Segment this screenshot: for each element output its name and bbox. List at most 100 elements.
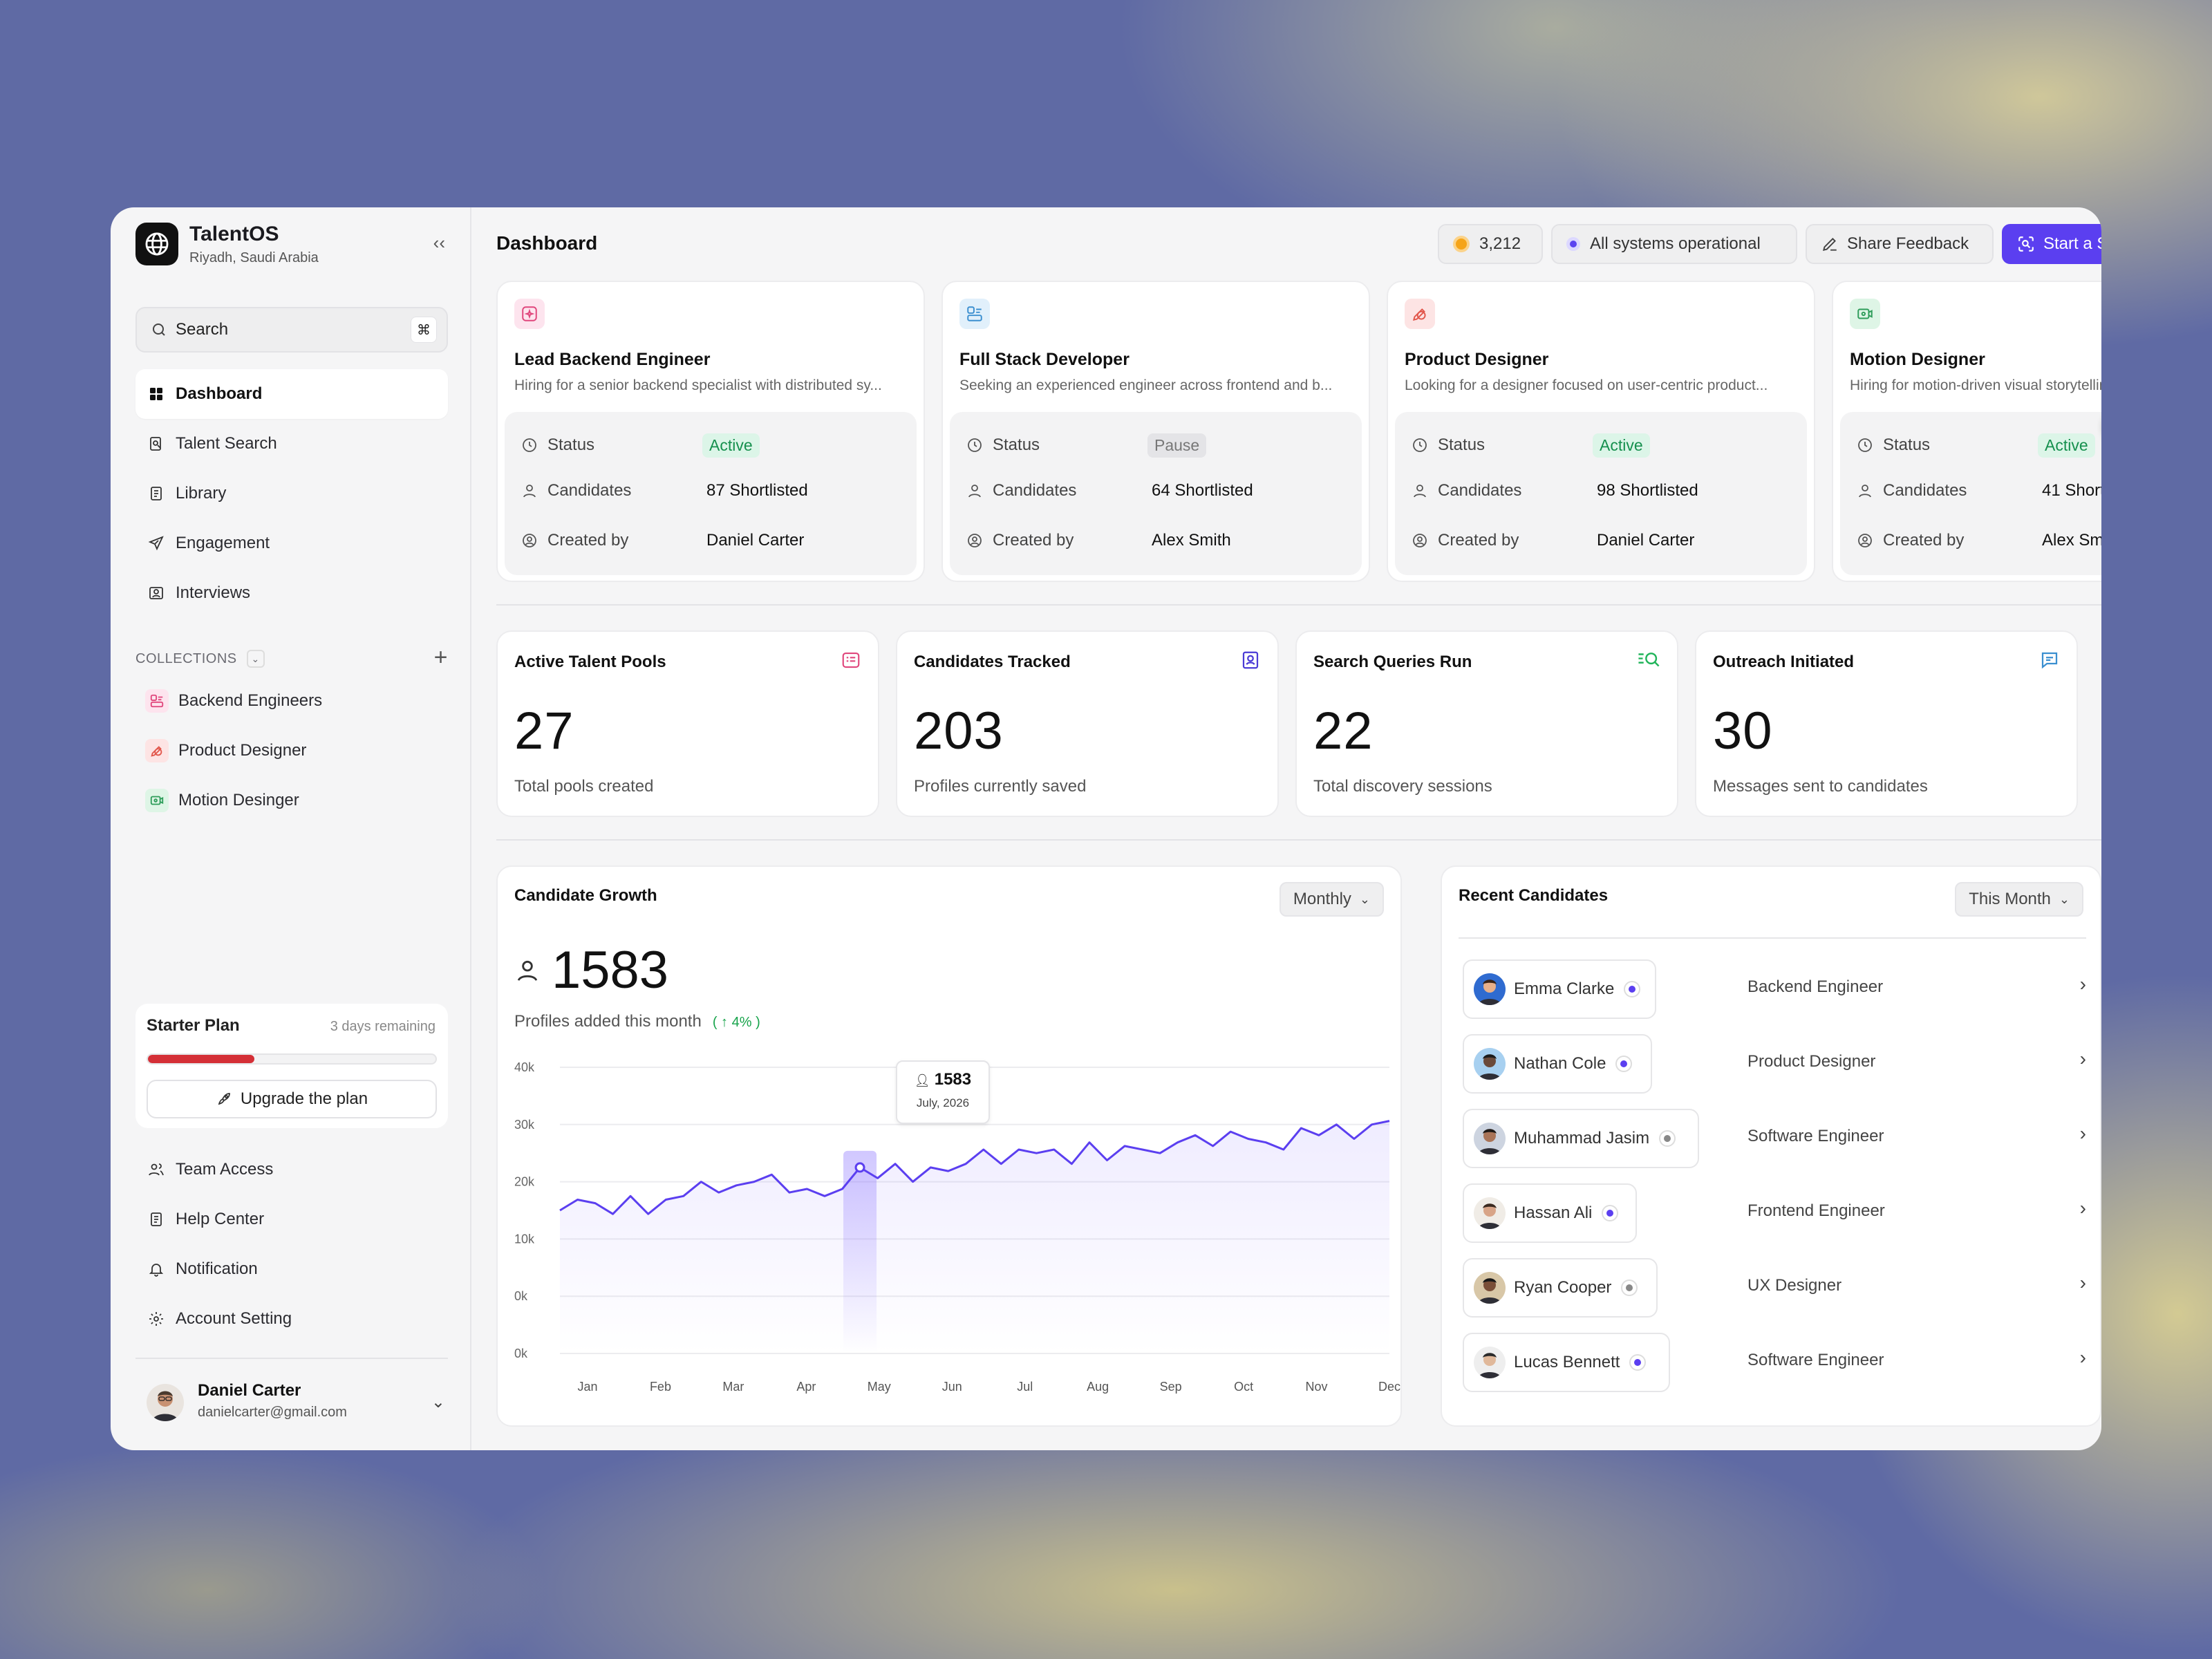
y-tick-label: 0k [514,1289,528,1303]
chevron-right-icon[interactable]: › [2079,1347,2086,1368]
chevron-right-icon[interactable]: › [2079,973,2086,995]
nav-engagement[interactable]: Engagement [135,518,448,568]
chevron-down-icon: ⌄ [2059,892,2070,906]
candidate-row[interactable]: Ryan Cooper UX Designer › [1442,1258,2101,1318]
stat-value: 203 [914,702,1004,760]
stat-title: Candidates Tracked [914,653,1071,671]
nav-dashboard[interactable]: Dashboard [135,369,448,419]
job-title: Full Stack Developer [959,350,1130,369]
nav-interviews[interactable]: Interviews [135,568,448,618]
chevron-right-icon[interactable]: › [2079,1048,2086,1069]
credits-badge[interactable]: 3,212 [1438,224,1543,264]
candidate-chip[interactable]: Ryan Cooper [1463,1258,1658,1318]
gear-icon [149,1312,163,1326]
candidate-row[interactable]: Nathan Cole Product Designer › [1442,1034,2101,1094]
collection-backend-engineers[interactable]: Backend Engineers [145,682,322,720]
brand[interactable]: TalentOS Riyadh, Saudi Arabia [135,223,319,265]
search-input[interactable]: Search ⌘ [135,307,448,353]
candidate-row[interactable]: Hassan Ali Frontend Engineer › [1442,1183,2101,1243]
person-icon: 👤︎ [914,1074,930,1087]
chevron-down-icon[interactable]: ⌄ [431,1393,445,1412]
chevron-down-icon[interactable]: ⌄ [246,650,265,668]
nav-team-access[interactable]: Team Access [135,1145,448,1194]
share-feedback-button[interactable]: Share Feedback [1806,224,1994,264]
candidate-name: Ryan Cooper [1514,1278,1612,1297]
chevron-right-icon[interactable]: › [2079,1197,2086,1219]
highlight-point[interactable] [854,1162,865,1173]
x-tick-label: Dec [1378,1380,1400,1394]
avatar [1474,1048,1506,1080]
candidate-name: Emma Clarke [1514,980,1615,998]
candidate-row[interactable]: Emma Clarke Backend Engineer › [1442,959,2101,1019]
status-label: Status [993,435,1040,454]
job-details: Status Pause Candidates 64 Shortlisted Cre… [950,412,1362,575]
person-icon [523,485,536,498]
candidates-row: Candidates 64 Shortlisted [966,477,1353,505]
candidates-row: Candidates 41 Shortlisted [1857,477,2101,505]
credits-value: 3,212 [1479,234,1521,253]
system-status[interactable]: All systems operational [1551,224,1797,264]
status-row: Status Active [1857,431,2101,459]
candidate-role: Frontend Engineer [1747,1201,1885,1220]
job-card[interactable]: Product Designer Looking for a designer … [1387,281,1815,582]
card-title: Candidate Growth [514,886,657,905]
created-label: Created by [1883,531,1965,550]
created-label: Created by [547,531,629,550]
nav-account-setting[interactable]: Account Setting [135,1294,448,1344]
upgrade-plan-button[interactable]: Upgrade the plan [147,1080,437,1118]
candidate-row[interactable]: Lucas Bennett Software Engineer › [1442,1333,2101,1392]
job-card[interactable]: Motion Designer Hiring for motion-driven… [1832,281,2101,582]
y-tick-label: 0k [514,1347,528,1360]
job-title: Lead Backend Engineer [514,350,711,369]
period-dropdown[interactable]: Monthly ⌄ [1279,882,1384,917]
candidate-row[interactable]: Muhammad Jasim Software Engineer › [1442,1109,2101,1168]
collapse-sidebar-icon[interactable]: ‹‹ [433,232,445,253]
nav-notification[interactable]: Notification [135,1244,448,1294]
avatar [1474,1272,1506,1304]
candidate-role: Product Designer [1747,1052,1876,1071]
chevron-right-icon[interactable]: › [2079,1123,2086,1144]
library-icon [151,487,162,500]
candidate-chip[interactable]: Muhammad Jasim [1463,1109,1699,1168]
growth-sub-text: Profiles added this month [514,1012,702,1031]
collection-product-designer[interactable]: Product Designer [145,731,306,770]
feedback-label: Share Feedback [1847,234,1969,253]
candidate-chip[interactable]: Nathan Cole [1463,1034,1652,1094]
chevron-right-icon[interactable]: › [2079,1272,2086,1293]
page-title: Dashboard [496,232,598,254]
user-circle-icon [1413,534,1427,547]
candidate-chip[interactable]: Lucas Bennett [1463,1333,1670,1392]
growth-value: 1583 [552,941,669,1000]
main-content: Dashboard 3,212 All systems operational … [473,207,2101,1450]
nav-library[interactable]: Library [135,469,448,518]
creator-value: Daniel Carter [706,531,805,550]
status-indicator-icon [1629,1354,1647,1371]
start-search-button[interactable]: Start a Search [2002,224,2101,264]
job-title: Motion Designer [1850,350,1985,369]
x-tick-label: Nov [1306,1380,1328,1394]
job-card[interactable]: Full Stack Developer Seeking an experien… [941,281,1370,582]
collection-motion-designer[interactable]: Motion Desinger [145,781,299,820]
job-card[interactable]: Lead Backend Engineer Hiring for a senio… [496,281,925,582]
rocket-icon [218,1093,230,1105]
candidate-chip[interactable]: Hassan Ali [1463,1183,1637,1243]
nav-help-center[interactable]: Help Center [135,1194,448,1244]
nav-label: Interviews [176,583,251,602]
candidates-row: Candidates 87 Shortlisted [521,477,908,505]
card-title: Recent Candidates [1459,886,1609,905]
add-collection-icon[interactable]: + [433,644,448,671]
chevron-down-icon: ⌄ [1359,892,1370,906]
job-description: Seeking an experienced engineer across f… [959,377,1333,393]
status-row: Status Active [1412,431,1799,459]
job-details: Status Active Candidates 87 Shortlisted Cr… [505,412,917,575]
candidate-chip[interactable]: Emma Clarke [1463,959,1656,1019]
growth-line-chart[interactable]: 40k 30k 20k 10k 0k 0k Jan Feb Mar Apr May Jun Jul Au… [498,1040,1403,1427]
user-profile[interactable]: Daniel Carter danielcarter@gmail.com ⌄ [147,1378,448,1434]
job-description: Hiring for motion-driven visual storytel… [1850,377,2101,393]
candidates-label: Candidates [1883,481,1967,500]
person-icon [517,960,538,981]
creator-value: Alex Smith [2042,531,2101,550]
nav-label: Account Setting [176,1309,292,1328]
nav-talent-search[interactable]: Talent Search [135,419,448,469]
period-dropdown[interactable]: This Month ⌄ [1955,882,2083,917]
